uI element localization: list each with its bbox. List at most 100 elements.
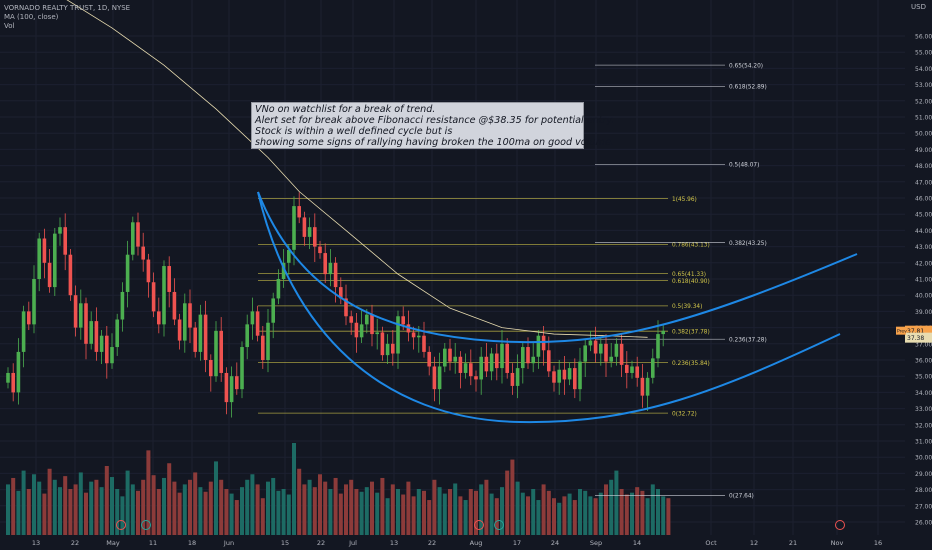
volume-bar: [572, 500, 577, 535]
volume-bar: [198, 487, 203, 535]
y-tick-label: 35.00: [915, 374, 932, 381]
candle-body: [432, 366, 437, 390]
y-tick-label: 55.00: [915, 50, 932, 57]
prev-tag: [896, 326, 906, 335]
candle-body: [63, 227, 67, 255]
volume-bar: [328, 489, 333, 535]
volume-bar: [567, 493, 572, 535]
candle-body: [401, 316, 405, 325]
x-tick-label: 16: [874, 539, 882, 547]
candle-body: [68, 254, 73, 296]
volume-bar: [99, 487, 104, 535]
volume-bar: [219, 479, 224, 535]
y-axis[interactable]: 56.00 55.00 54.00 53.00 52.00 51.00 50.00 49.00…: [896, 34, 932, 527]
fib-ext-label: 0.65(54.20): [729, 63, 763, 69]
volume-bar: [510, 459, 515, 535]
vol-legend[interactable]: Vol: [4, 22, 15, 30]
candle-body: [562, 369, 567, 380]
candle-body: [94, 321, 99, 352]
volume-bar: [338, 493, 343, 535]
fib-label: 0(32.72): [672, 411, 697, 417]
volume-bar: [52, 479, 57, 535]
x-axis[interactable]: 13 22 May 11 18 Jun 15 22 Jul 13 22 Aug 17 24 Sep 14 Oct…: [32, 539, 882, 547]
volume-bar: [614, 470, 619, 535]
y-tick-label: 45.00: [915, 212, 932, 219]
volume-bar: [375, 492, 380, 535]
volume-bar: [390, 484, 395, 535]
cycle-arcs: [257, 191, 858, 424]
y-tick-label: 26.00: [915, 520, 932, 527]
candle-body: [6, 372, 10, 383]
volume-bar: [635, 487, 640, 535]
candle-body: [229, 376, 234, 403]
candle-body: [630, 366, 634, 373]
annotation-note[interactable]: VNo on watchlist for a break of trend. A…: [251, 102, 614, 149]
candle-body: [11, 372, 15, 393]
volume-bar: [16, 490, 21, 535]
y-tick-label: 33.00: [915, 406, 932, 413]
candle-body: [250, 311, 255, 325]
volume-bar: [344, 484, 348, 535]
candle-body: [547, 350, 551, 372]
volume-bar: [11, 477, 16, 535]
volume-bar: [266, 481, 270, 535]
note-line: showing some signs of rallying having br…: [255, 137, 614, 148]
candle-body: [219, 330, 223, 373]
candle-body: [463, 363, 468, 373]
volume-bar: [598, 492, 603, 535]
candle-body: [443, 348, 447, 367]
candle-body: [599, 343, 603, 354]
candle-body: [162, 266, 166, 325]
fib-label: 0.65(41.33): [672, 272, 706, 278]
candle-body: [32, 279, 36, 325]
x-tick-label: 18: [188, 539, 196, 547]
volume-bar: [120, 496, 125, 535]
volume-bar: [32, 474, 36, 535]
volume-bar: [224, 489, 229, 535]
candle-body: [411, 332, 416, 338]
last-price-tag: [905, 325, 932, 336]
volume-bar: [307, 479, 312, 535]
candle-body: [349, 316, 353, 323]
volume-bar: [94, 479, 99, 535]
volume-bar: [146, 450, 151, 535]
volume-bar: [619, 489, 624, 535]
candle-body: [313, 227, 317, 247]
volume-bar: [645, 498, 650, 535]
candle-body: [541, 335, 546, 351]
candle-body: [53, 233, 57, 288]
volume-bar: [271, 477, 276, 535]
candle-body: [21, 311, 26, 352]
volume-bar: [89, 481, 94, 535]
candle-body: [552, 371, 556, 383]
candle-body: [489, 353, 494, 372]
volume-bar: [240, 487, 244, 535]
candle-body: [266, 322, 270, 360]
candle-body: [437, 366, 442, 390]
candle-body: [105, 335, 109, 364]
volume-bar: [515, 481, 520, 535]
symbol-title[interactable]: VORNADO REALTY TRUST, 1D, NYSE: [4, 4, 131, 12]
candle-body: [588, 340, 593, 346]
candle-body: [151, 282, 156, 312]
volume-bar: [656, 489, 660, 535]
volume-bar: [370, 481, 374, 535]
fib-label: 0.618(40.90): [672, 279, 710, 285]
candle-body: [141, 246, 145, 260]
volume-bar: [26, 489, 31, 535]
candle-body: [422, 335, 426, 352]
ma-legend[interactable]: MA (100, close): [4, 13, 59, 21]
volume-bar: [312, 487, 317, 535]
currency-label: USD: [911, 3, 926, 11]
volume-bar: [42, 493, 47, 535]
volume-bar: [463, 500, 468, 535]
candle-body: [42, 238, 47, 263]
candle-body: [609, 356, 613, 362]
candle-body: [604, 343, 608, 362]
legend: VORNADO REALTY TRUST, 1D, NYSE MA (100, …: [4, 4, 130, 31]
earnings-marker-icon: [494, 520, 504, 530]
candle-body: [177, 319, 182, 341]
event-markers[interactable]: [116, 520, 845, 530]
candle-body: [333, 262, 338, 288]
